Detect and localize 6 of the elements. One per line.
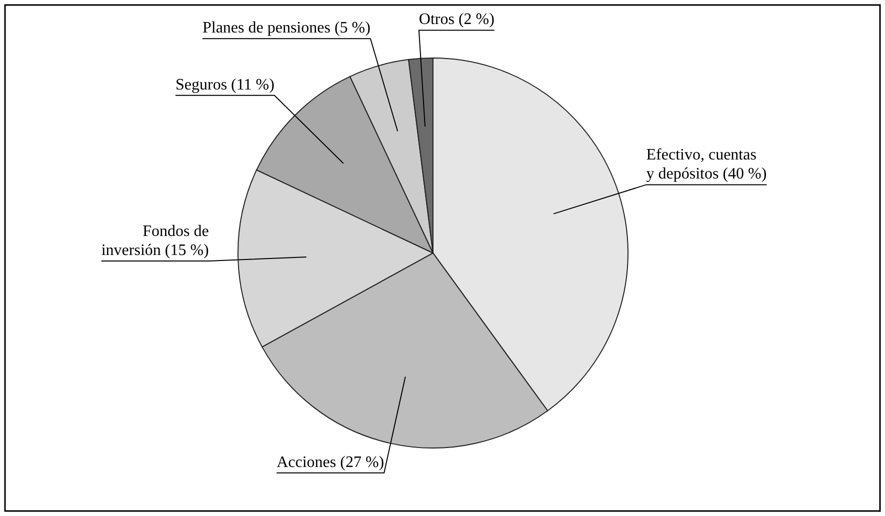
slice-label: Seguros (11 %) (175, 76, 274, 94)
slice-label: Fondos de inversión (15 %) (101, 223, 209, 260)
slice-label: Efectivo, cuentas y depósitos (40 %) (646, 146, 767, 183)
slice-label: Acciones (27 %) (276, 454, 384, 471)
slice-label: Otros (2 %) (418, 11, 494, 28)
slice-label: Planes de pensiones (5 %) (202, 20, 370, 37)
